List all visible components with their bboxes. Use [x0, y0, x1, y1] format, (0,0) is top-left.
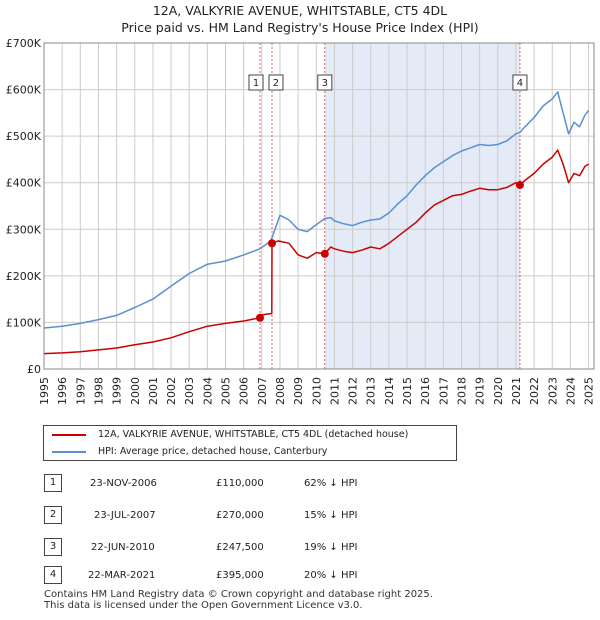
transaction-hpi-diff: 62% ↓ HPI: [304, 478, 358, 489]
sale-point: [320, 249, 329, 258]
legend-swatch-property: [52, 433, 86, 436]
transaction-number-badge: 3: [44, 538, 62, 556]
chart-title-line-2: Price paid vs. HM Land Registry's House …: [121, 20, 479, 35]
x-tick-label: 2001: [147, 377, 160, 405]
y-tick-label: £500K: [6, 130, 42, 143]
x-tick-label: 2015: [401, 377, 414, 405]
x-tick-label: 1997: [74, 377, 87, 405]
legend-label-property: 12A, VALKYRIE AVENUE, WHITSTABLE, CT5 4D…: [98, 429, 409, 440]
y-tick-label: £400K: [6, 177, 42, 190]
footer-copyright: Contains HM Land Registry data © Crown c…: [44, 589, 433, 600]
annotation-box: [512, 74, 528, 91]
footer-licence: This data is licensed under the Open Gov…: [44, 600, 363, 611]
legend-label-hpi: HPI: Average price, detached house, Cant…: [98, 446, 328, 457]
annotation-label: 2: [273, 78, 279, 89]
x-tick-label: 2011: [328, 377, 341, 405]
x-tick-label: 2017: [437, 377, 450, 405]
x-tick-label: 2008: [274, 377, 287, 405]
chart-title-line-1: 12A, VALKYRIE AVENUE, WHITSTABLE, CT5 4D…: [152, 3, 448, 18]
x-tick-label: 2004: [201, 377, 214, 405]
sale-point: [256, 313, 265, 322]
x-tick-label: 2013: [365, 377, 378, 405]
x-tick-label: 2003: [183, 377, 196, 405]
x-tick-label: 2019: [474, 377, 487, 405]
sale-point: [515, 181, 524, 190]
x-tick-label: 2020: [492, 377, 505, 405]
x-tick-label: 2023: [546, 377, 559, 405]
x-tick-label: 1999: [111, 377, 124, 405]
x-tick-label: 1995: [38, 377, 51, 405]
y-tick-label: £300K: [6, 223, 42, 236]
x-tick-label: 2016: [419, 377, 432, 405]
transaction-price: £247,500: [216, 542, 264, 553]
footer: Contains HM Land Registry data © Crown c…: [44, 589, 433, 611]
x-tick-label: 2025: [583, 377, 596, 405]
transaction-price: £110,000: [216, 478, 264, 489]
annotation-label: 1: [253, 78, 259, 89]
annotation-label: 3: [322, 78, 328, 89]
x-tick-label: 1996: [56, 377, 69, 405]
transaction-number-badge: 1: [44, 474, 62, 492]
transaction-number-badge: 2: [44, 506, 62, 524]
transaction-number-badge: 4: [44, 566, 62, 584]
hpi-line: [43, 91, 590, 329]
transaction-date: 22-JUN-2010: [91, 542, 155, 553]
plot-frame: [43, 42, 595, 370]
x-tick-label: 2002: [165, 377, 178, 405]
transaction-date: 22-MAR-2021: [88, 570, 156, 581]
y-tick-label: £100K: [6, 316, 42, 329]
x-tick-label: 2014: [383, 377, 396, 405]
annotation-box: [268, 74, 284, 91]
legend-item-property: 12A, VALKYRIE AVENUE, WHITSTABLE, CT5 4D…: [52, 427, 408, 443]
y-tick-label: £700K: [6, 37, 42, 50]
transaction-hpi-diff: 15% ↓ HPI: [304, 510, 358, 521]
x-tick-label: 2006: [238, 377, 251, 405]
annotation-label: 4: [517, 78, 523, 89]
sale-point: [267, 239, 276, 248]
transaction-date: 23-JUL-2007: [94, 510, 156, 521]
annotation-box: [317, 74, 333, 91]
chart-legend: 12A, VALKYRIE AVENUE, WHITSTABLE, CT5 4D…: [43, 425, 457, 461]
transaction-date: 23-NOV-2006: [90, 478, 157, 489]
x-tick-label: 2018: [455, 377, 468, 405]
transaction-hpi-diff: 19% ↓ HPI: [304, 542, 358, 553]
x-tick-label: 2021: [510, 377, 523, 405]
transaction-hpi-diff: 20% ↓ HPI: [304, 570, 358, 581]
y-tick-label: £0: [27, 363, 41, 376]
price-chart: 1 2 3 4 1995 1996 1997 1998 1999 2000 2001 2002 200…: [6, 37, 596, 405]
transaction-price: £395,000: [216, 570, 264, 581]
legend-swatch-hpi: [52, 450, 86, 453]
legend-item-hpi: HPI: Average price, detached house, Cant…: [52, 444, 327, 460]
x-tick-label: 1998: [92, 377, 105, 405]
x-tick-label: 2012: [347, 377, 360, 405]
shaded-period: [324, 43, 520, 369]
y-tick-label: £600K: [6, 84, 42, 97]
x-tick-label: 2007: [256, 377, 269, 405]
annotation-box: [248, 74, 264, 91]
transaction-price: £270,000: [216, 510, 264, 521]
y-tick-label: £200K: [6, 270, 42, 283]
x-tick-label: 2009: [292, 377, 305, 405]
property-price-line: [43, 149, 589, 355]
x-tick-label: 2022: [528, 377, 541, 405]
x-tick-label: 2000: [129, 377, 142, 405]
x-tick-label: 2010: [310, 377, 323, 405]
x-tick-label: 2005: [220, 377, 233, 405]
x-tick-label: 2024: [564, 377, 577, 405]
